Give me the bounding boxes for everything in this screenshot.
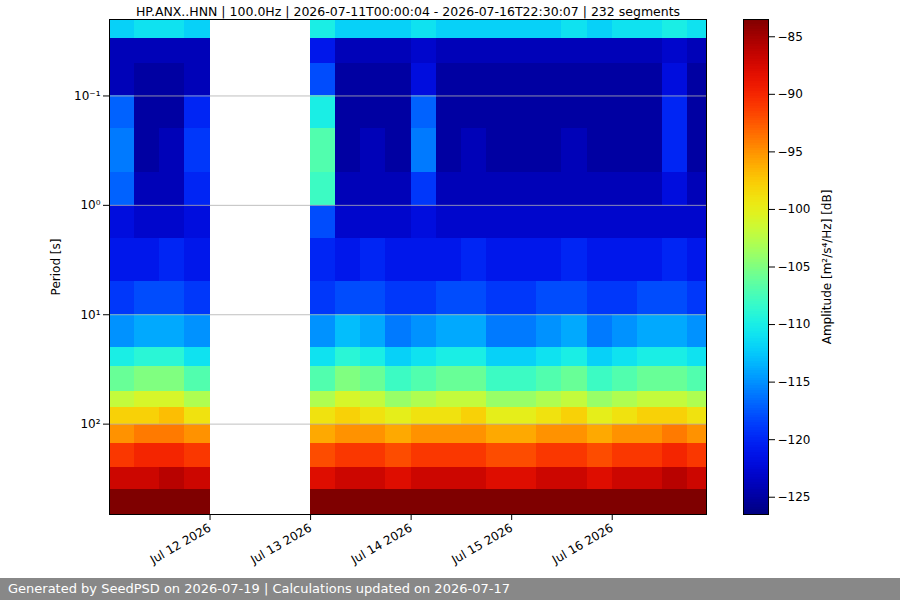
html-text:Generated by SeedPSD on 2026-0: Generated by SeedPSD on 2026-07-19 | Cal… bbox=[8, 581, 510, 596]
svg-text:10⁻¹: 10⁻¹ bbox=[74, 89, 101, 103]
svg-text:−110: −110 bbox=[778, 317, 811, 331]
svg-text:Period [s]: Period [s] bbox=[49, 239, 63, 296]
svg-text:Jul 16 2026: Jul 16 2026 bbox=[549, 521, 616, 568]
svg-text:HP.ANX..HNN | 100.0Hz | 2026-0: HP.ANX..HNN | 100.0Hz | 2026-07-11T00:00… bbox=[136, 4, 680, 19]
svg-text:−95: −95 bbox=[778, 145, 803, 159]
svg-text:−105: −105 bbox=[778, 260, 811, 274]
svg-text:10⁰: 10⁰ bbox=[80, 198, 100, 212]
svg-text:Jul 14 2026: Jul 14 2026 bbox=[348, 521, 415, 568]
svg-text:−90: −90 bbox=[778, 87, 803, 101]
svg-text:−120: −120 bbox=[778, 433, 811, 447]
svg-text:Jul 12 2026: Jul 12 2026 bbox=[147, 521, 214, 568]
svg-text:−85: −85 bbox=[778, 30, 803, 44]
svg-text:−115: −115 bbox=[778, 375, 811, 389]
svg-text:Amplitude [m²/s⁴/Hz] [dB]: Amplitude [m²/s⁴/Hz] [dB] bbox=[820, 190, 834, 345]
svg-text:Jul 13 2026: Jul 13 2026 bbox=[247, 521, 314, 568]
svg-text:−125: −125 bbox=[778, 490, 811, 504]
svg-text:10¹: 10¹ bbox=[80, 308, 100, 322]
svg-text:Jul 15 2026: Jul 15 2026 bbox=[448, 521, 515, 568]
svg-text:−100: −100 bbox=[778, 202, 811, 216]
svg-text:10²: 10² bbox=[80, 417, 100, 431]
